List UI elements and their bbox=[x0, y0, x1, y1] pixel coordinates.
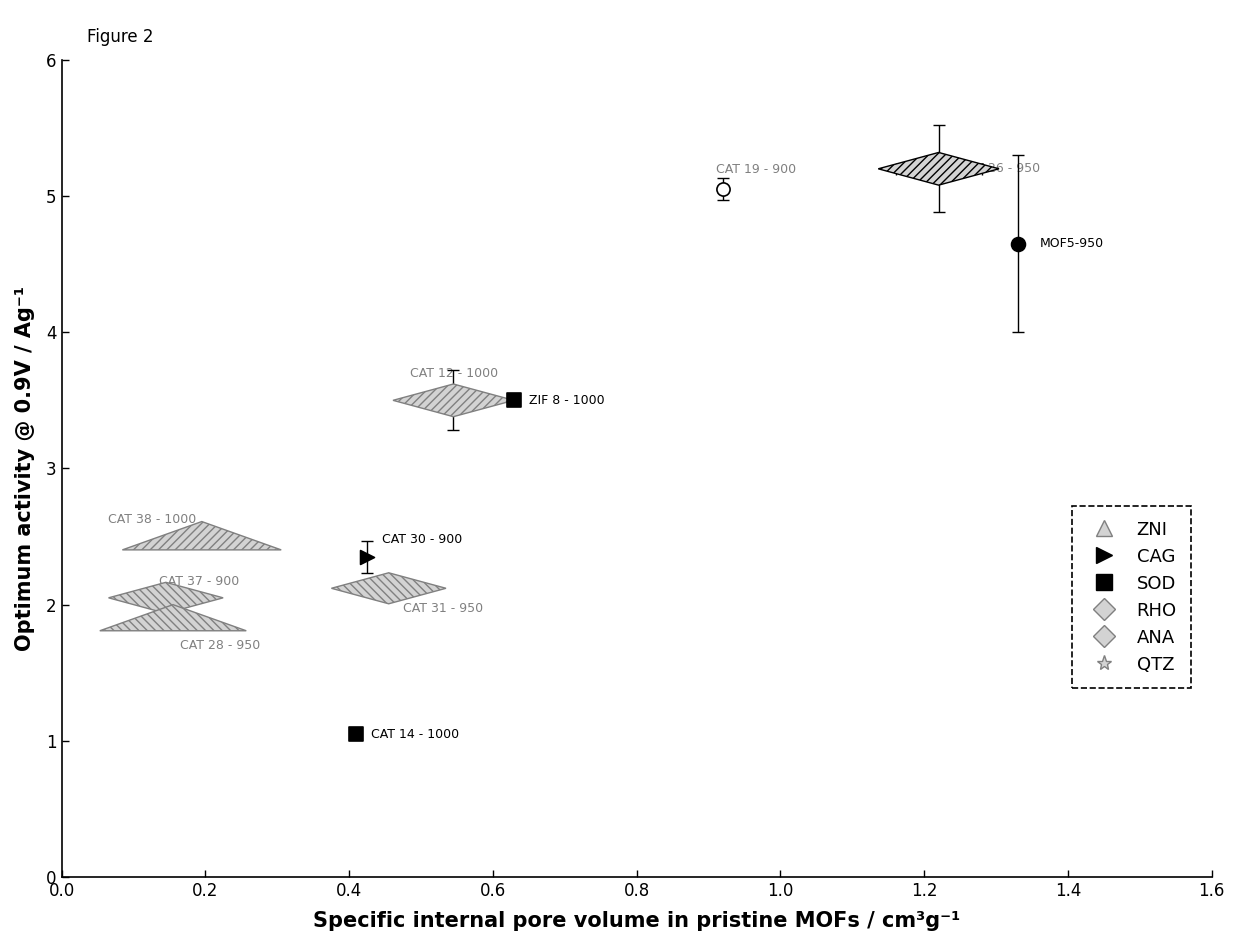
Text: CAT 30 - 900: CAT 30 - 900 bbox=[382, 533, 461, 546]
Text: CAT 28 - 950: CAT 28 - 950 bbox=[180, 639, 260, 652]
Legend: ZNI, CAG, SOD, RHO, ANA, QTZ: ZNI, CAG, SOD, RHO, ANA, QTZ bbox=[1071, 506, 1192, 689]
Polygon shape bbox=[393, 384, 513, 416]
Text: ZIF 8 - 1000: ZIF 8 - 1000 bbox=[529, 394, 604, 407]
Polygon shape bbox=[878, 152, 999, 185]
Y-axis label: Optimum activity @ 0.9V / Ag⁻¹: Optimum activity @ 0.9V / Ag⁻¹ bbox=[15, 286, 35, 651]
Text: CAT 31 - 950: CAT 31 - 950 bbox=[403, 602, 484, 615]
Point bbox=[713, 182, 733, 197]
X-axis label: Specific internal pore volume in pristine MOFs / cm³g⁻¹: Specific internal pore volume in pristin… bbox=[312, 911, 960, 931]
Text: MOF5-950: MOF5-950 bbox=[1039, 237, 1104, 250]
Polygon shape bbox=[109, 583, 223, 613]
Text: CAT 19 - 900: CAT 19 - 900 bbox=[715, 163, 796, 176]
Text: CAT 37 - 900: CAT 37 - 900 bbox=[159, 575, 239, 588]
Point bbox=[346, 727, 366, 742]
Point bbox=[505, 393, 525, 408]
Text: Figure 2: Figure 2 bbox=[87, 28, 154, 46]
Polygon shape bbox=[123, 521, 281, 550]
Text: CAT 26 - 950: CAT 26 - 950 bbox=[960, 163, 1040, 175]
Text: CAT 12 - 1000: CAT 12 - 1000 bbox=[410, 367, 498, 380]
Polygon shape bbox=[331, 572, 446, 604]
Polygon shape bbox=[99, 604, 247, 631]
Text: CAT 38 - 1000: CAT 38 - 1000 bbox=[108, 513, 197, 526]
Text: CAT 14 - 1000: CAT 14 - 1000 bbox=[371, 727, 459, 741]
Point bbox=[1008, 236, 1028, 252]
Point bbox=[357, 550, 377, 565]
